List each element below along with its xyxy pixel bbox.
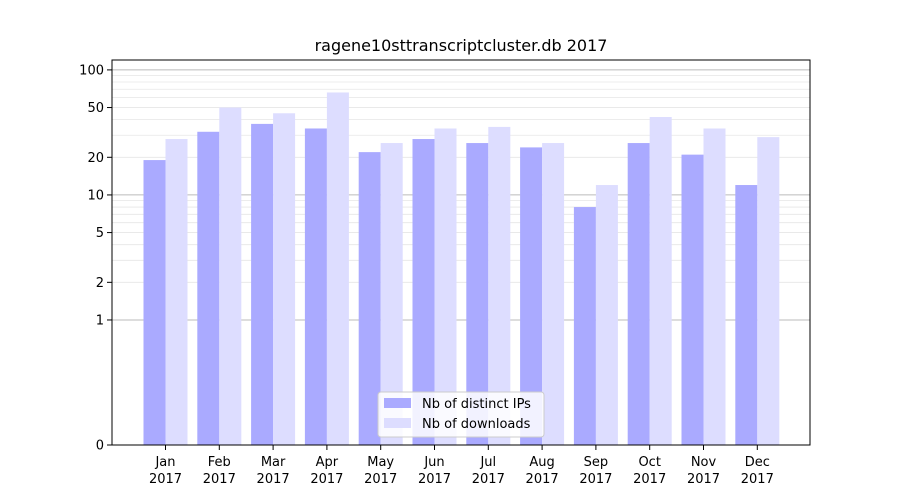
bar-distinct-ips bbox=[466, 143, 489, 445]
bar-distinct-ips bbox=[573, 207, 596, 445]
x-tick-label-month: Dec bbox=[745, 455, 770, 470]
bar-distinct-ips bbox=[143, 160, 166, 445]
x-tick-label-year: 2017 bbox=[257, 472, 290, 487]
bar-distinct-ips bbox=[520, 147, 543, 446]
bar-downloads bbox=[649, 117, 672, 445]
y-tick-label: 1 bbox=[96, 313, 104, 328]
x-tick-label-year: 2017 bbox=[526, 472, 559, 487]
y-tick-label: 5 bbox=[96, 226, 104, 241]
bar-downloads bbox=[595, 185, 618, 445]
x-tick-label-month: Mar bbox=[261, 455, 286, 470]
x-tick-label-month: Sep bbox=[584, 455, 609, 470]
y-tick-label: 0 bbox=[96, 439, 104, 454]
bar-distinct-ips bbox=[412, 139, 435, 445]
bar-distinct-ips bbox=[358, 152, 381, 445]
legend-box bbox=[377, 391, 545, 438]
legend-label-downloads: Nb of downloads bbox=[422, 417, 531, 432]
legend-swatch-distinct-ips bbox=[384, 398, 411, 408]
x-tick-label-month: Jan bbox=[154, 455, 175, 470]
bar-distinct-ips bbox=[681, 154, 704, 446]
x-tick-label-year: 2017 bbox=[149, 472, 182, 487]
x-tick-label-month: Aug bbox=[529, 455, 554, 470]
y-tick-label: 2 bbox=[96, 276, 104, 291]
bar-downloads bbox=[165, 139, 188, 445]
legend-label-distinct-ips: Nb of distinct IPs bbox=[422, 397, 531, 412]
legend-swatch-downloads bbox=[384, 418, 411, 428]
plot-frame bbox=[111, 59, 811, 446]
bar-downloads bbox=[542, 143, 565, 445]
x-tick-label-year: 2017 bbox=[418, 472, 451, 487]
x-tick-label-month: Oct bbox=[638, 455, 660, 470]
bar-downloads bbox=[703, 128, 726, 445]
bar-distinct-ips bbox=[735, 185, 758, 445]
bars bbox=[143, 92, 780, 446]
x-tick-label-year: 2017 bbox=[687, 472, 720, 487]
x-tick-label-year: 2017 bbox=[633, 472, 666, 487]
bar-distinct-ips bbox=[627, 143, 650, 445]
y-axis: 0 1 2 5 10 20 50 100 bbox=[79, 63, 112, 454]
x-tick-label-month: Jul bbox=[479, 455, 496, 470]
x-tick-label-month: Feb bbox=[208, 455, 231, 470]
y-tick-label: 50 bbox=[87, 101, 104, 116]
x-tick-label-month: Apr bbox=[316, 455, 339, 470]
x-tick-label-year: 2017 bbox=[472, 472, 505, 487]
bar-downloads bbox=[326, 92, 349, 446]
x-tick-label-month: May bbox=[367, 455, 394, 470]
y-tick-label: 20 bbox=[87, 151, 104, 166]
x-tick-label-month: Jun bbox=[423, 455, 444, 470]
bar-distinct-ips bbox=[197, 131, 220, 445]
legend: Nb of distinct IPs Nb of downloads bbox=[377, 391, 545, 438]
bar-downloads bbox=[273, 113, 296, 445]
bar-downloads bbox=[434, 128, 457, 445]
bar-distinct-ips bbox=[251, 123, 274, 445]
bar-distinct-ips bbox=[304, 128, 327, 445]
bar-downloads bbox=[380, 143, 403, 445]
chart-title: ragene10sttranscriptcluster.db 2017 bbox=[315, 36, 608, 55]
bar-downloads bbox=[219, 107, 242, 446]
x-tick-label-year: 2017 bbox=[579, 472, 612, 487]
x-tick-label-year: 2017 bbox=[741, 472, 774, 487]
x-tick-label-year: 2017 bbox=[364, 472, 397, 487]
bar-downloads bbox=[757, 137, 780, 445]
x-tick-label-month: Nov bbox=[691, 455, 717, 470]
bar-downloads bbox=[488, 126, 511, 446]
y-tick-label: 10 bbox=[87, 188, 104, 203]
y-tick-label: 100 bbox=[79, 63, 104, 78]
x-axis: Jan 2017 Feb 2017 Mar 2017 Apr 2017 May 2017 Jun 20… bbox=[149, 445, 774, 487]
x-tick-label-year: 2017 bbox=[310, 472, 343, 487]
x-tick-label-year: 2017 bbox=[203, 472, 236, 487]
